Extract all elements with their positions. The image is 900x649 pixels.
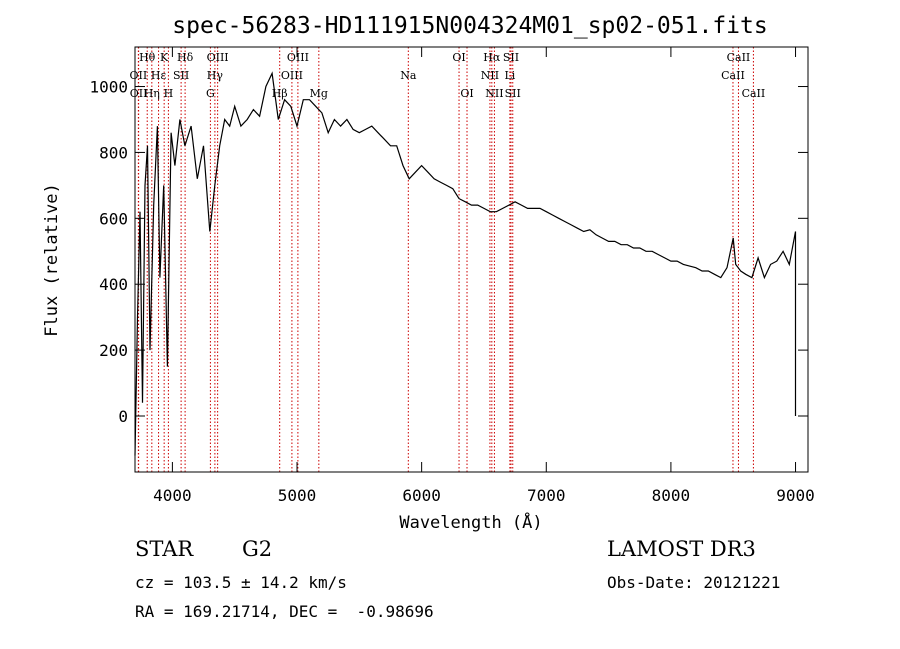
- spectral-line-label: CaII: [721, 69, 745, 82]
- spectral-line-label: Mg: [310, 87, 328, 100]
- spectral-line-label: OI: [460, 87, 473, 100]
- spectral-line-label: H: [164, 87, 174, 100]
- spectrum-trace: [134, 71, 797, 456]
- x-tick-label: 5000: [278, 486, 317, 505]
- y-tick-label: 800: [99, 143, 128, 162]
- y-tick-label: 200: [99, 341, 128, 360]
- chart-title: spec-56283-HD111915N004324M01_sp02-051.f…: [172, 13, 767, 39]
- spectral-line-label: OII: [130, 69, 148, 82]
- y-tick-label: 600: [99, 209, 128, 228]
- spectral-line-label: Hε: [151, 69, 167, 82]
- object-subclass: G2: [242, 537, 273, 561]
- spectral-line-label: OIII: [207, 51, 229, 64]
- spectrum-line: [134, 71, 797, 456]
- y-tick-label: 400: [99, 275, 128, 294]
- spectral-line-label: G: [206, 87, 215, 100]
- spectral-line-label: SII: [503, 51, 519, 64]
- redshift-readout: cz = 103.5 ± 14.2 km/s: [135, 573, 347, 592]
- spectral-line-label: SII: [505, 87, 521, 100]
- spectral-line-label: Hθ: [139, 51, 156, 64]
- plot-frame: [134, 46, 809, 473]
- y-tick-label: 0: [118, 407, 128, 426]
- x-tick-label: 8000: [652, 486, 691, 505]
- spectral-line-label: Hγ: [207, 69, 224, 82]
- spectral-line-label: Li: [504, 69, 515, 82]
- x-tick-label: 4000: [153, 486, 192, 505]
- spectral-line-label: OIII: [281, 69, 303, 82]
- x-tick-label: 7000: [527, 486, 566, 505]
- spectral-line-label: OI: [452, 51, 465, 64]
- coordinates-readout: RA = 169.21714, DEC = -0.98696: [135, 602, 434, 621]
- spectral-line-label: CaII: [727, 51, 751, 64]
- observation-date: Obs-Date: 20121221: [607, 573, 781, 592]
- x-axis-ticks: 4000 5000 6000 7000 8000 9000: [153, 47, 815, 505]
- x-tick-label: 6000: [402, 486, 441, 505]
- y-tick-label: 1000: [89, 78, 128, 97]
- spectral-line-label: NII: [481, 69, 499, 82]
- spectral-line-label: NII: [485, 87, 503, 100]
- spectral-line-label: OII: [130, 87, 148, 100]
- spectral-line-label: SII: [173, 69, 189, 82]
- spectral-line-label: K: [160, 51, 169, 64]
- spectral-line-label: Na: [400, 69, 417, 82]
- spectral-line-label: Hη: [144, 87, 160, 100]
- spectral-line-label: Hα: [483, 51, 501, 64]
- spectral-line-label: OIII: [287, 51, 309, 64]
- x-axis-label: Wavelength (Å): [399, 511, 542, 533]
- spectral-line-label: Hδ: [177, 51, 194, 64]
- x-tick-label: 9000: [776, 486, 815, 505]
- survey-name: LAMOST DR3: [607, 537, 756, 561]
- spectral-line-markers: [137, 47, 754, 472]
- spectral-line-label: CaII: [742, 87, 766, 100]
- object-class: STAR: [135, 537, 194, 561]
- y-axis-label: Flux (relative): [42, 183, 62, 337]
- y-axis-ticks: 0 200 400 600 800 1000: [89, 78, 808, 426]
